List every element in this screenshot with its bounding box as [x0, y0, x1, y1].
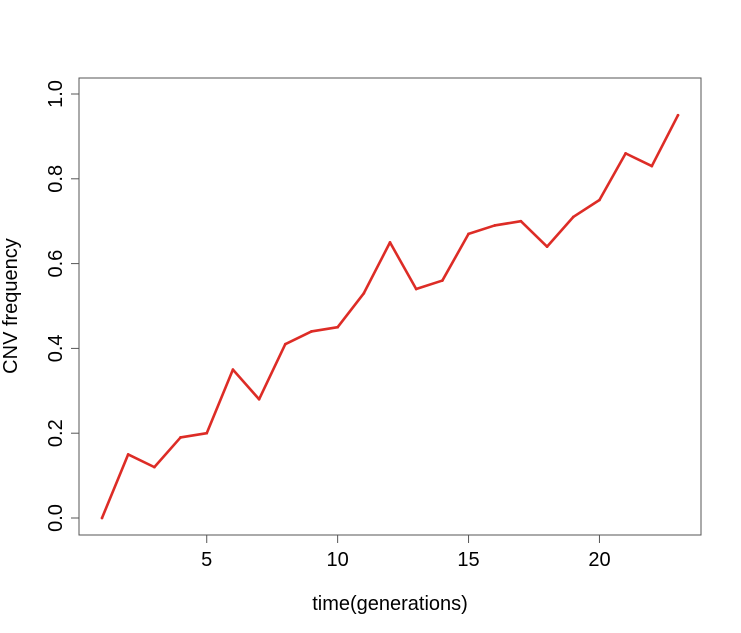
- line-segment: [257, 342, 287, 401]
- y-tick-label: 0.2: [45, 419, 67, 447]
- line-segment: [571, 198, 601, 219]
- line-segment: [153, 436, 182, 469]
- data-point: [283, 342, 287, 346]
- data-point: [310, 330, 313, 333]
- data-point: [153, 465, 156, 469]
- line-segment: [388, 241, 418, 291]
- line-segment: [598, 152, 627, 202]
- line-segment: [362, 241, 392, 295]
- data-point: [545, 245, 549, 248]
- data-point: [179, 436, 182, 439]
- y-tick-label: 1.0: [45, 80, 67, 108]
- line-segment: [467, 224, 497, 236]
- data-point: [100, 516, 104, 520]
- line-segment: [624, 152, 654, 168]
- y-tick-label: 0.8: [45, 165, 67, 193]
- y-axis: 0.0 0.2 0.4 0.6 0.8 1.0: [45, 80, 79, 532]
- x-tick-label: 5: [201, 549, 212, 571]
- data-point: [650, 164, 654, 168]
- line-segment: [100, 453, 130, 520]
- line-segment: [545, 215, 575, 248]
- line-segment: [336, 291, 366, 329]
- x-axis-title: time(generations): [312, 593, 468, 615]
- line-segment: [283, 330, 313, 346]
- line-segment: [310, 325, 339, 333]
- data-point: [467, 232, 470, 236]
- y-axis-title: CNV frequency: [0, 238, 22, 374]
- line-segment: [519, 219, 549, 248]
- data-point: [676, 113, 680, 117]
- data-point: [441, 279, 444, 282]
- y-tick-label: 0.6: [45, 250, 67, 278]
- series-line: [100, 113, 680, 520]
- data-point: [493, 224, 497, 227]
- plot-frame: [78, 77, 702, 536]
- data-point: [126, 453, 130, 456]
- y-tick-label: 0.0: [45, 504, 67, 532]
- x-tick-label: 15: [457, 549, 479, 571]
- x-axis: 5 10 15 20: [201, 535, 611, 571]
- line-segment: [441, 232, 470, 282]
- line-segment: [179, 431, 209, 439]
- data-point: [624, 152, 627, 155]
- x-tick-label: 10: [327, 549, 349, 571]
- data-point: [231, 368, 235, 371]
- line-segment: [414, 279, 444, 291]
- series-layer: [100, 113, 680, 520]
- data-point: [519, 219, 523, 223]
- data-point: [598, 198, 601, 202]
- y-tick-label: 0.4: [45, 334, 67, 362]
- x-tick-label: 20: [588, 549, 610, 571]
- line-segment: [126, 453, 156, 469]
- data-point: [571, 215, 575, 219]
- line-segment: [205, 368, 235, 435]
- data-point: [414, 287, 418, 291]
- data-point: [388, 241, 392, 244]
- data-point: [257, 397, 261, 401]
- data-point: [336, 325, 339, 329]
- data-point: [362, 291, 366, 295]
- line-segment: [650, 113, 680, 168]
- line-segment: [231, 368, 261, 401]
- line-segment: [493, 219, 523, 227]
- data-point: [205, 431, 209, 435]
